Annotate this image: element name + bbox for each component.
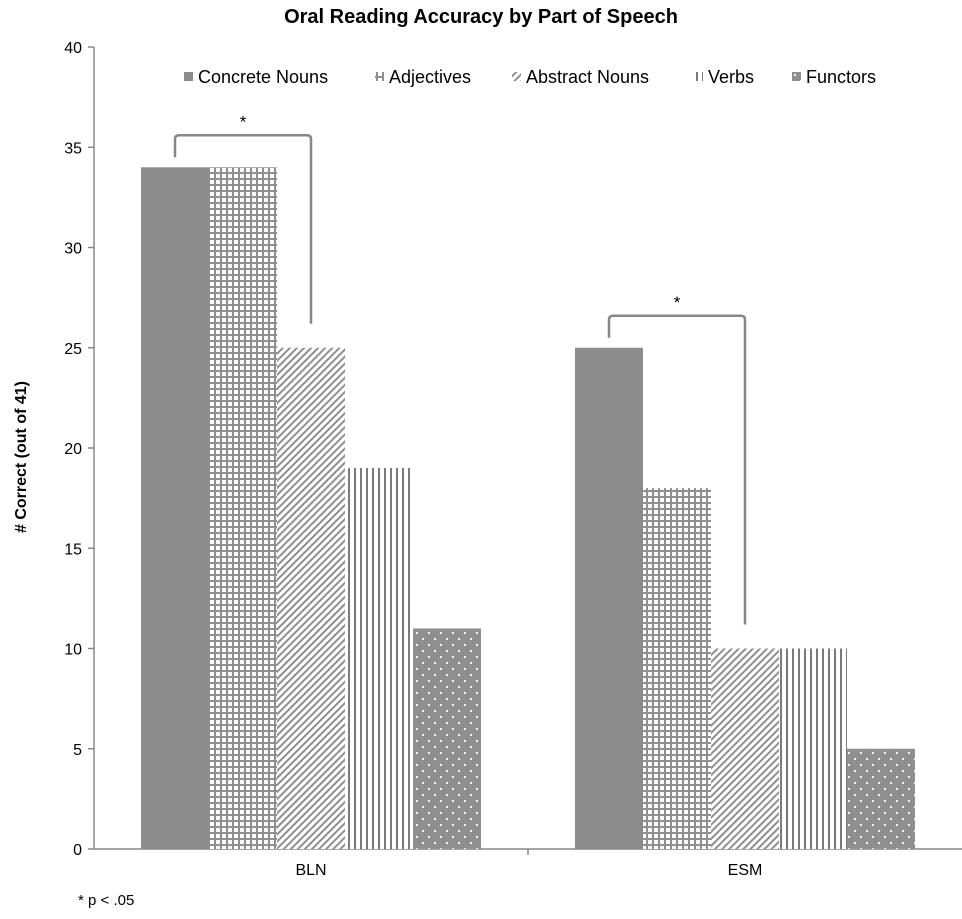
legend-swatch <box>184 72 193 81</box>
bar-bln-abstract-nouns <box>277 347 345 849</box>
legend-item-functors: Functors <box>792 67 876 87</box>
significance-star: * <box>240 112 247 131</box>
category-label-bln: BLN <box>295 862 326 879</box>
y-tick-label: 0 <box>73 842 82 859</box>
bar-esm-abstract-nouns <box>711 648 779 849</box>
bar-esm-concrete-nouns <box>575 347 643 849</box>
legend-item-adjectives: Adjectives <box>375 67 471 87</box>
bar-bln-verbs <box>345 468 413 849</box>
legend-label: Concrete Nouns <box>198 67 328 87</box>
legend-swatch <box>694 72 703 81</box>
bar-esm-adjectives <box>643 488 711 849</box>
legend-swatch <box>512 72 521 81</box>
chart-title: Oral Reading Accuracy by Part of Speech <box>284 6 678 28</box>
legend-label: Adjectives <box>389 67 471 87</box>
y-tick-label: 25 <box>64 341 82 358</box>
y-tick-label: 30 <box>64 241 82 258</box>
legend-label: Verbs <box>708 67 754 87</box>
footnote: * p < .05 <box>78 892 135 909</box>
y-tick-label: 10 <box>64 642 82 659</box>
bar-esm-verbs <box>779 648 847 849</box>
category-label-esm: ESM <box>728 862 763 879</box>
bar-bln-functors <box>413 628 481 849</box>
y-tick-label: 20 <box>64 441 82 458</box>
legend-swatch <box>792 72 801 81</box>
bar-bln-concrete-nouns <box>141 167 209 850</box>
significance-star: * <box>674 293 681 312</box>
y-tick-label: 5 <box>73 742 82 759</box>
y-tick-label: 35 <box>64 140 82 157</box>
y-tick-label: 15 <box>64 541 82 558</box>
bar-esm-functors <box>847 748 915 849</box>
legend-label: Functors <box>806 67 876 87</box>
significance-bracket <box>173 134 313 324</box>
legend-item-verbs: Verbs <box>694 67 754 87</box>
legend-swatch <box>375 72 384 81</box>
bar-bln-adjectives <box>209 167 277 850</box>
significance-bracket <box>607 314 747 625</box>
legend-label: Abstract Nouns <box>526 67 649 87</box>
y-tick-label: 40 <box>64 40 82 57</box>
legend-item-concrete-nouns: Concrete Nouns <box>184 67 328 87</box>
legend-item-abstract-nouns: Abstract Nouns <box>512 67 649 87</box>
